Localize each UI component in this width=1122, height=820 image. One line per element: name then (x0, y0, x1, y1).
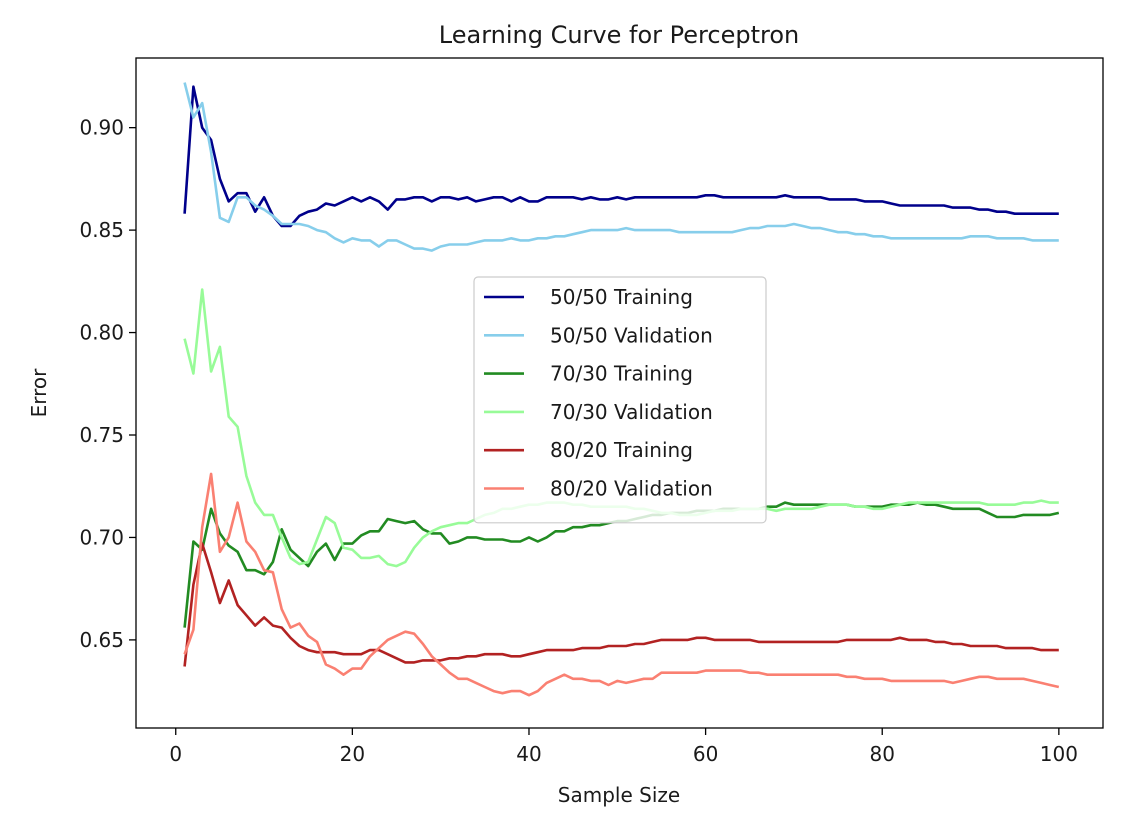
chart-title: Learning Curve for Perceptron (439, 21, 799, 49)
legend-label: 70/30 Training (550, 362, 693, 386)
y-tick-label: 0.90 (79, 116, 124, 140)
legend-label: 50/50 Validation (550, 323, 713, 347)
y-tick-label: 0.80 (79, 321, 124, 345)
y-tick-label: 0.85 (79, 218, 124, 242)
x-tick-label: 0 (169, 742, 182, 766)
plot-frame (135, 57, 1104, 729)
series-line-5 (183, 472, 1060, 697)
y-axis-label: Error (27, 368, 51, 418)
legend-label: 80/20 Validation (550, 477, 713, 501)
x-axis: 0 20 40 60 80 100 (169, 728, 1078, 766)
legend: 50/50 Training 50/50 Validation 70/30 Trai… (473, 276, 767, 524)
series-line-1 (183, 82, 1059, 252)
legend-label: 80/20 Training (550, 438, 693, 462)
x-axis-label: Sample Size (558, 783, 680, 807)
legend-label: 70/30 Validation (550, 400, 713, 424)
x-tick-label: 100 (1040, 742, 1078, 766)
series-line-4 (183, 542, 1059, 667)
x-tick-label: 20 (340, 742, 365, 766)
y-tick-label: 0.65 (79, 628, 124, 652)
y-tick-label: 0.75 (79, 423, 124, 447)
legend-box (473, 276, 767, 524)
x-tick-label: 60 (693, 742, 718, 766)
y-tick-label: 0.70 (79, 525, 124, 549)
legend-label: 50/50 Training (550, 285, 693, 309)
y-axis: 0.65 0.70 0.75 0.80 0.85 0.90 (79, 116, 136, 652)
x-tick-label: 80 (869, 742, 894, 766)
x-tick-label: 40 (516, 742, 541, 766)
series-line-0 (183, 85, 1059, 228)
